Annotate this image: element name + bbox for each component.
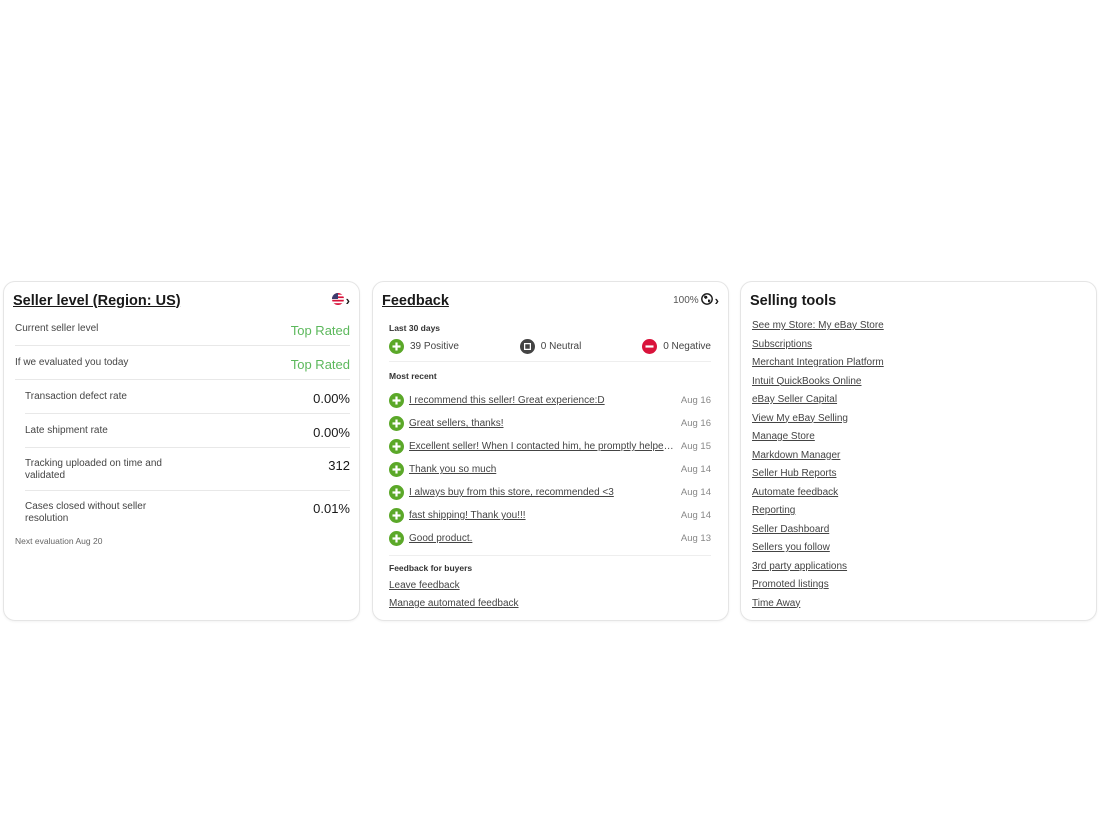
globe-icon	[700, 293, 713, 308]
plus-circle-icon	[389, 339, 404, 354]
tool-link-seller-capital[interactable]: eBay Seller Capital	[752, 394, 838, 405]
feedback-item: Excellent seller! When I contacted him, …	[389, 435, 711, 458]
positive-label: 39 Positive	[410, 341, 459, 352]
neutral-circle-icon	[519, 339, 535, 354]
neutral-label: 0 Neutral	[540, 341, 582, 352]
divider	[389, 555, 711, 556]
feedback-item-date: Aug 13	[680, 533, 711, 544]
neutral-count: 0 Neutral	[519, 339, 582, 354]
us-flag-icon	[331, 293, 344, 308]
metric-row-tracking-uploaded: Tracking uploaded on time and validated …	[25, 448, 350, 491]
tool-link-promoted-listings[interactable]: Promoted listings	[752, 579, 829, 590]
feedback-title[interactable]: Feedback	[382, 292, 449, 309]
row-label: Current seller level	[15, 323, 99, 334]
plus-circle-icon	[389, 508, 404, 523]
metric-label: Transaction defect rate	[25, 391, 127, 402]
tool-link-3rd-party-applications[interactable]: 3rd party applications	[752, 560, 848, 572]
metric-value: 0.00%	[313, 391, 350, 406]
feedback-item-link[interactable]: Excellent seller! When I contacted him, …	[409, 441, 675, 452]
feedback-header: Feedback 100% ›	[373, 282, 728, 312]
seller-level-title[interactable]: Seller level (Region: US)	[13, 292, 181, 309]
feedback-item-date: Aug 14	[680, 510, 711, 521]
feedback-item: fast shipping! Thank you!!! Aug 14	[389, 504, 711, 527]
seller-level-region-button[interactable]: ›	[331, 293, 350, 308]
manage-automated-feedback-link[interactable]: Manage automated feedback	[389, 598, 519, 609]
seller-level-header: Seller level (Region: US) ›	[4, 282, 359, 312]
tool-link-seller-dashboard[interactable]: Seller Dashboard	[752, 523, 830, 535]
last-30-days-label: Last 30 days	[389, 323, 441, 333]
feedback-item: Thank you so much Aug 14	[389, 458, 711, 481]
row-value: Top Rated	[290, 323, 350, 338]
feedback-item-date: Aug 14	[680, 487, 711, 498]
feedback-item-link[interactable]: Great sellers, thanks!	[409, 418, 504, 429]
tool-link-subscriptions[interactable]: Subscriptions	[752, 338, 813, 350]
selling-tools-list: See my Store: My eBay Store Subscription…	[741, 312, 1096, 615]
feedback-item-link[interactable]: Thank you so much	[409, 464, 497, 475]
metric-label: Tracking uploaded on time and validated	[25, 458, 162, 481]
metric-row-transaction-defect: Transaction defect rate 0.00%	[25, 380, 350, 414]
tool-link-reporting[interactable]: Reporting	[752, 505, 796, 516]
tool-link-sellers-you-follow[interactable]: Sellers you follow	[752, 542, 830, 553]
row-value: Top Rated	[290, 357, 350, 372]
minus-circle-icon	[642, 339, 658, 354]
selling-tools-title: Selling tools	[750, 292, 837, 309]
plus-circle-icon	[389, 462, 404, 477]
evaluated-today-row: If we evaluated you today Top Rated	[15, 346, 350, 380]
tool-link-manage-store[interactable]: Manage Store	[752, 431, 815, 442]
selling-tools-header: Selling tools	[741, 282, 1096, 312]
seller-level-card: Seller level (Region: US) › Cu	[3, 281, 360, 621]
feedback-item-date: Aug 16	[680, 395, 711, 406]
tool-link-merchant-integration-platform[interactable]: Merchant Integration Platform	[752, 357, 884, 368]
feedback-summary: 39 Positive 0 Neutral 0 Negative	[389, 339, 711, 362]
metric-label: Cases closed without seller resolution	[25, 501, 147, 524]
feedback-item-date: Aug 15	[680, 441, 711, 452]
recent-feedback-list: I recommend this seller! Great experienc…	[389, 389, 711, 550]
metric-row-cases-closed: Cases closed without seller resolution 0…	[25, 491, 350, 534]
tool-link-time-away[interactable]: Time Away	[752, 597, 801, 609]
feedback-item-link[interactable]: fast shipping! Thank you!!!	[409, 510, 526, 521]
positive-count: 39 Positive	[389, 339, 459, 354]
feedback-item-link[interactable]: Good product.	[409, 533, 473, 544]
plus-circle-icon	[389, 416, 404, 431]
plus-circle-icon	[389, 485, 404, 500]
feedback-item-link[interactable]: I recommend this seller! Great experienc…	[409, 395, 605, 406]
metric-value: 0.01%	[313, 501, 350, 516]
chevron-right-icon: ›	[345, 293, 350, 308]
feedback-item: Good product. Aug 13	[389, 527, 711, 550]
tool-link-see-my-store[interactable]: See my Store: My eBay Store	[752, 320, 884, 331]
plus-circle-icon	[389, 531, 404, 546]
plus-circle-icon	[389, 439, 404, 454]
feedback-global-button[interactable]: 100% ›	[673, 293, 719, 308]
negative-count: 0 Negative	[642, 339, 711, 354]
feedback-item: I always buy from this store, recommende…	[389, 481, 711, 504]
leave-feedback-link[interactable]: Leave feedback	[389, 580, 460, 591]
selling-tools-card: Selling tools See my Store: My eBay Stor…	[740, 281, 1097, 621]
plus-circle-icon	[389, 393, 404, 408]
feedback-item-link[interactable]: I always buy from this store, recommende…	[409, 487, 614, 498]
metric-row-late-shipment: Late shipment rate 0.00%	[25, 414, 350, 448]
chevron-right-icon: ›	[714, 293, 719, 308]
tool-link-markdown-manager[interactable]: Markdown Manager	[752, 449, 841, 461]
feedback-for-buyers-label: Feedback for buyers	[389, 563, 473, 573]
row-label: If we evaluated you today	[15, 357, 129, 368]
feedback-item-date: Aug 14	[680, 464, 711, 475]
tool-link-seller-hub-reports[interactable]: Seller Hub Reports	[752, 468, 837, 479]
metric-label: Late shipment rate	[25, 425, 108, 436]
metric-value: 0.00%	[313, 425, 350, 440]
negative-label: 0 Negative	[663, 341, 711, 352]
feedback-item: Great sellers, thanks! Aug 16	[389, 412, 711, 435]
metric-value: 312	[328, 458, 350, 473]
feedback-card: Feedback 100% › Last 30 days 39 Positive	[372, 281, 729, 621]
tool-link-automate-feedback[interactable]: Automate feedback	[752, 486, 839, 498]
current-seller-level-row: Current seller level Top Rated	[15, 312, 350, 346]
tool-link-view-my-ebay-selling[interactable]: View My eBay Selling	[752, 412, 848, 424]
feedback-percent: 100%	[673, 295, 699, 306]
feedback-item-date: Aug 16	[680, 418, 711, 429]
tool-link-quickbooks-online[interactable]: Intuit QuickBooks Online	[752, 375, 862, 387]
feedback-item: I recommend this seller! Great experienc…	[389, 389, 711, 412]
most-recent-label: Most recent	[389, 371, 437, 381]
next-evaluation-text: Next evaluation Aug 20	[15, 536, 103, 546]
